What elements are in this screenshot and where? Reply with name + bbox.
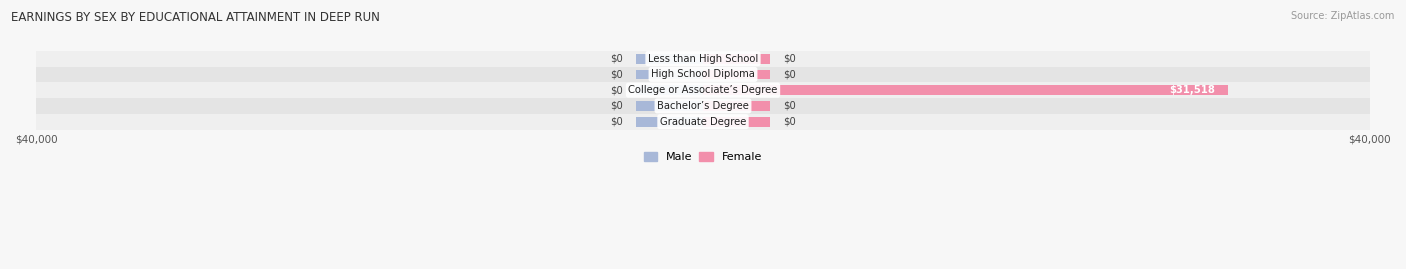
Bar (37, 114, 1369, 130)
Text: Graduate Degree: Graduate Degree (659, 117, 747, 127)
Text: $0: $0 (610, 101, 623, 111)
Legend: Male, Female: Male, Female (640, 147, 766, 167)
Bar (637, 54, 703, 63)
Text: $0: $0 (783, 101, 796, 111)
Text: $0: $0 (783, 54, 796, 64)
Text: $0: $0 (783, 117, 796, 127)
Bar (703, 85, 1229, 95)
Bar (37, 66, 1369, 82)
Bar (637, 101, 703, 111)
Text: $31,518: $31,518 (1170, 85, 1215, 95)
Bar (637, 85, 703, 95)
Text: College or Associate’s Degree: College or Associate’s Degree (628, 85, 778, 95)
Bar (37, 82, 1369, 98)
Text: High School Diploma: High School Diploma (651, 69, 755, 79)
Text: $0: $0 (610, 69, 623, 79)
Text: Less than High School: Less than High School (648, 54, 758, 64)
Bar (703, 69, 769, 79)
Text: EARNINGS BY SEX BY EDUCATIONAL ATTAINMENT IN DEEP RUN: EARNINGS BY SEX BY EDUCATIONAL ATTAINMEN… (11, 11, 380, 24)
Bar (703, 101, 769, 111)
Bar (37, 51, 1369, 66)
Bar (37, 98, 1369, 114)
Text: $0: $0 (610, 85, 623, 95)
Text: $0: $0 (783, 69, 796, 79)
Text: Source: ZipAtlas.com: Source: ZipAtlas.com (1291, 11, 1395, 21)
Bar (637, 117, 703, 126)
Bar (637, 69, 703, 79)
Text: $0: $0 (610, 117, 623, 127)
Bar (703, 54, 769, 63)
Bar (703, 117, 769, 126)
Text: $0: $0 (610, 54, 623, 64)
Text: Bachelor’s Degree: Bachelor’s Degree (657, 101, 749, 111)
